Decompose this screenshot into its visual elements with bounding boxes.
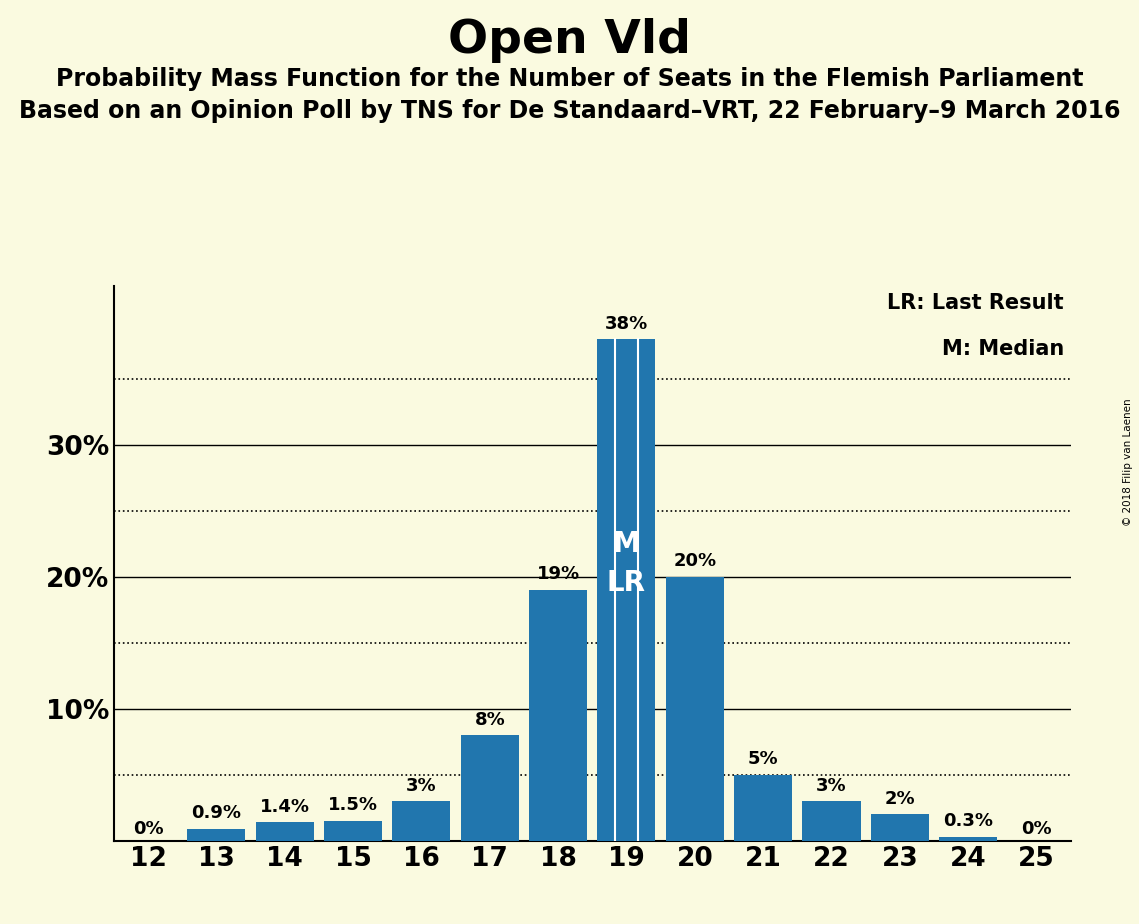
Text: 1.4%: 1.4% xyxy=(260,797,310,816)
Text: 0%: 0% xyxy=(1022,820,1051,837)
Text: 19%: 19% xyxy=(536,565,580,583)
Text: 2%: 2% xyxy=(885,790,915,808)
Text: 38%: 38% xyxy=(605,315,648,333)
Bar xyxy=(802,801,860,841)
Text: 0%: 0% xyxy=(133,820,163,837)
Text: Based on an Opinion Poll by TNS for De Standaard–VRT, 22 February–9 March 2016: Based on an Opinion Poll by TNS for De S… xyxy=(18,99,1121,123)
Bar xyxy=(665,577,723,841)
Bar xyxy=(734,775,792,841)
Text: LR: Last Result: LR: Last Result xyxy=(887,293,1064,313)
Text: © 2018 Filip van Laenen: © 2018 Filip van Laenen xyxy=(1123,398,1133,526)
Text: 8%: 8% xyxy=(475,711,505,729)
Text: M: Median: M: Median xyxy=(942,339,1064,359)
Bar xyxy=(187,829,245,841)
Text: Open Vld: Open Vld xyxy=(448,18,691,64)
Bar xyxy=(460,736,518,841)
Text: 20%: 20% xyxy=(673,553,716,570)
Text: 3%: 3% xyxy=(817,777,846,795)
Text: 0.9%: 0.9% xyxy=(191,805,241,822)
Bar xyxy=(870,814,928,841)
Text: 0.3%: 0.3% xyxy=(943,812,993,831)
Text: 5%: 5% xyxy=(748,750,778,768)
Bar xyxy=(392,801,450,841)
Text: 1.5%: 1.5% xyxy=(328,796,378,814)
Text: Probability Mass Function for the Number of Seats in the Flemish Parliament: Probability Mass Function for the Number… xyxy=(56,67,1083,91)
Bar xyxy=(528,590,587,841)
Bar xyxy=(255,822,313,841)
Text: M: M xyxy=(613,529,640,558)
Text: 3%: 3% xyxy=(407,777,436,795)
Text: LR: LR xyxy=(607,569,646,598)
Bar xyxy=(939,837,997,841)
Bar xyxy=(597,339,655,841)
Bar xyxy=(323,821,382,841)
